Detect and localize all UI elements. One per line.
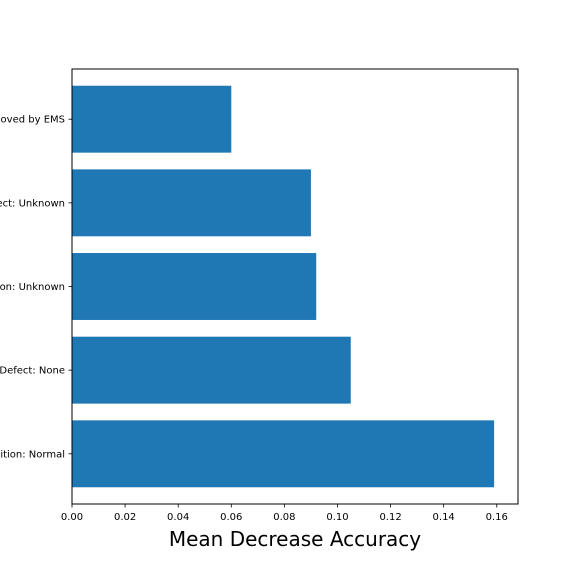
x-tick-label-0: 0.00 <box>61 512 83 523</box>
x-tick-label-7: 0.14 <box>433 512 455 523</box>
y-tick-label-2: on: Unknown <box>0 282 65 293</box>
y-tick-label-3: ect: Unknown <box>0 198 65 209</box>
x-tick-label-8: 0.16 <box>486 512 508 523</box>
x-tick-label-3: 0.06 <box>220 512 242 523</box>
bar-3 <box>72 169 311 237</box>
x-axis-label: Mean Decrease Accuracy <box>169 527 421 551</box>
x-tick-label-4: 0.08 <box>273 512 295 523</box>
x-tick-label-5: 0.10 <box>326 512 348 523</box>
bars-group <box>72 85 495 488</box>
axes-frame <box>71 68 519 505</box>
x-tick-label-6: 0.12 <box>379 512 401 523</box>
bar-0 <box>72 420 495 488</box>
bar-1 <box>72 336 351 404</box>
bar-4 <box>72 85 232 153</box>
y-tick-label-1: Defect: None <box>0 366 65 377</box>
x-tick-label-2: 0.04 <box>167 512 189 523</box>
bar-2 <box>72 253 317 320</box>
x-ticks-group: 0.00 0.02 0.04 0.06 0.08 0.10 0.12 0.14 0.16 <box>61 504 508 523</box>
x-tick-label-1: 0.02 <box>114 512 136 523</box>
y-tick-label-4: noved by EMS <box>0 115 65 126</box>
y-ticks-group: ition: Normal Defect: None on: Unknown ect:… <box>0 115 72 460</box>
y-tick-label-0: ition: Normal <box>0 449 65 460</box>
